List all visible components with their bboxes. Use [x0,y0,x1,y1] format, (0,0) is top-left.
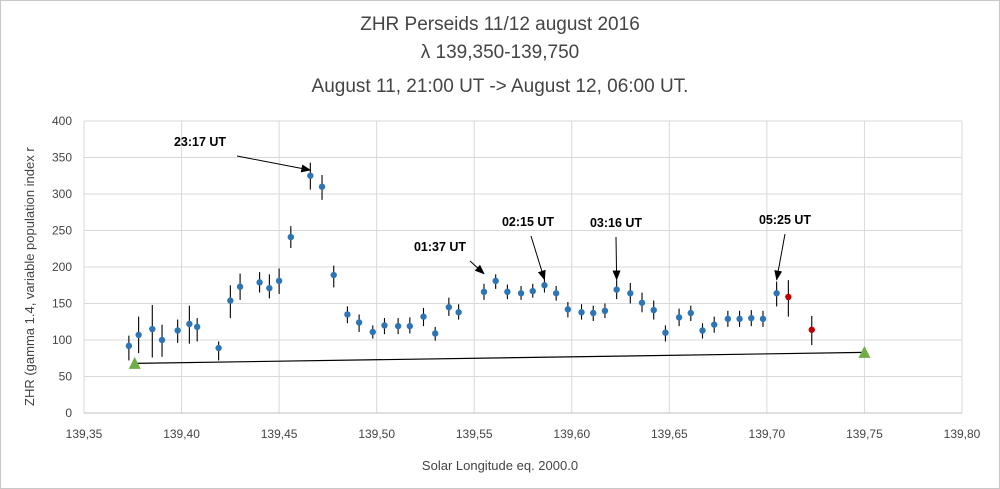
y-tick-label: 200 [52,260,72,274]
data-point [808,326,815,333]
data-point [564,306,572,313]
data-point [650,306,657,314]
data-point [344,311,351,318]
data-point [307,172,314,179]
x-axis-label: Solar Longitude eq. 2000.0 [421,458,579,473]
data-point [736,315,743,323]
data-point [759,315,767,323]
annotation-arrow [469,260,485,275]
annotation-label: 23:17 UT [174,135,226,149]
data-point [552,290,560,297]
data-point [135,331,142,339]
data-point [174,327,181,334]
y-tick-label: 100 [52,333,72,347]
x-tick-label: 139,60 [553,427,590,441]
data-point [394,322,402,330]
data-point [381,322,388,329]
data-point [773,290,780,297]
x-tick-label: 139,65 [651,427,688,441]
data-point [590,309,597,317]
data-point [578,309,585,316]
baseline-trend-line [134,351,865,364]
triangle-point [858,345,871,358]
annotation-arrow [612,236,621,281]
annotation-label: 01:37 UT [414,240,466,254]
annotation-label: 02:15 UT [502,215,554,229]
y-tick-label: 400 [52,114,72,128]
data-point [215,344,222,352]
chart-subtitle-longitude: λ 139,350-139,750 [420,42,580,63]
data-point [266,284,273,292]
y-tick-label: 0 [65,406,72,420]
data-point [613,286,620,293]
data-point [406,322,414,330]
data-point [420,313,427,320]
data-point [638,299,646,306]
data-point [432,330,439,337]
data-point [287,233,295,241]
y-axis-label: ZHR (gamma 1.4, variable population inde… [22,147,37,406]
data-point [699,327,706,334]
data-point [186,320,193,328]
annotation-arrow [530,235,546,281]
data-point [227,297,234,304]
x-tick-label: 139,50 [358,427,395,441]
data-point [627,290,634,297]
y-tick-label: 150 [52,297,72,311]
chart-subtitle-time: August 11, 21:00 UT -> August 12, 06:00 … [311,76,689,97]
x-tick-label: 139,35 [66,427,103,441]
data-point [355,319,363,326]
data-point [724,315,732,323]
data-point [445,303,453,311]
data-point [256,279,263,286]
x-tick-label: 139,70 [749,427,786,441]
data-point [125,342,133,350]
data-point [158,336,166,344]
data-point [330,271,337,279]
chart-title: ZHR Perseids 11/12 august 2016 [360,14,640,35]
data-point [504,288,511,296]
annotation-arrow [236,155,312,173]
data-point [318,183,326,190]
annotation-label: 03:16 UT [590,216,642,230]
data-point [541,282,548,289]
data-point [785,293,792,301]
data-point [687,309,694,317]
data-point [601,307,609,314]
data-point [149,325,156,333]
data-point [675,314,683,321]
annotation-arrow [774,233,786,281]
annotation-label: 05:25 UT [759,213,811,227]
y-tick-label: 300 [52,187,72,201]
data-point [529,287,536,295]
y-tick-label: 250 [52,224,72,238]
x-tick-label: 139,45 [261,427,298,441]
data-point [711,321,718,328]
data-point [662,329,669,336]
x-tick-label: 139,80 [944,427,981,441]
y-tick-label: 50 [59,370,73,384]
x-tick-label: 139,40 [163,427,200,441]
data-point [369,328,376,336]
y-tick-label: 350 [52,151,72,165]
x-tick-label: 139,75 [846,427,883,441]
data-point [492,277,499,285]
data-point [517,290,525,297]
data-point [455,309,462,316]
data-point [748,314,755,322]
data-point [275,277,283,285]
triangle-point [128,356,141,369]
data-point [480,288,488,296]
x-tick-label: 139,55 [456,427,493,441]
data-point [236,283,244,290]
data-point [193,323,201,331]
